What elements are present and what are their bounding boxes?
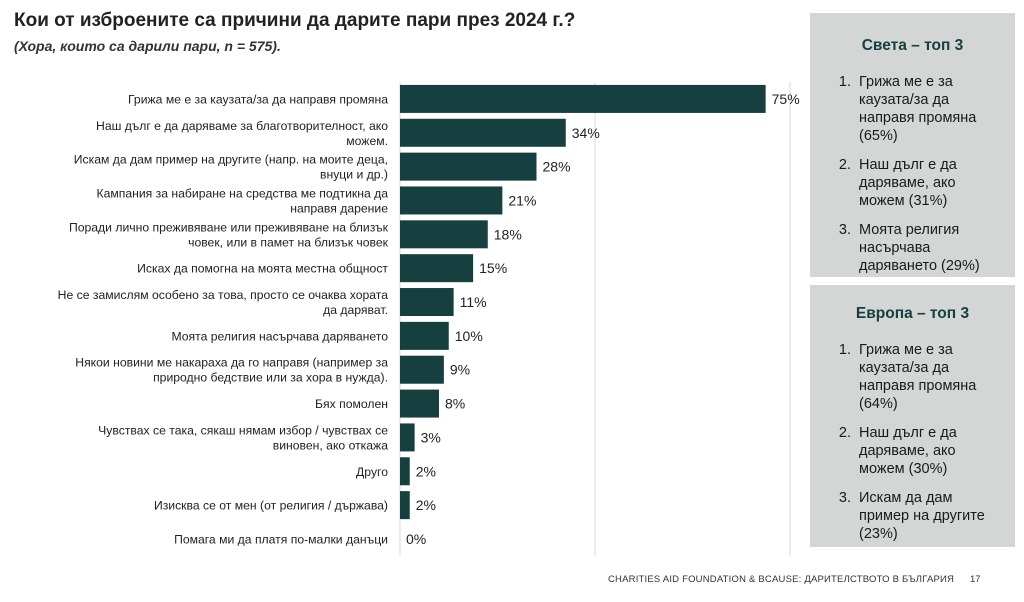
category-label-line: Поради лично преживяване или преживяване… [69, 220, 389, 234]
category-label-line: можем. [346, 134, 388, 148]
category-label: Помага ми да платя по-малки данъци [174, 532, 388, 546]
value-label: 8% [445, 396, 465, 412]
value-label: 9% [450, 362, 470, 378]
category-label-line: виновен, ако откажа [273, 438, 388, 452]
category-label-line: Друго [356, 465, 388, 479]
category-label-line: Бях помолен [315, 397, 388, 411]
page-title: Кои от изброените са причини да дарите п… [14, 10, 576, 31]
europe-top3-item: Искам да дам пример на другите (23%) [855, 489, 1003, 543]
bar [400, 389, 439, 418]
category-label-line: Исках да помогна на моята местна общност [137, 262, 388, 276]
value-label: 18% [494, 226, 522, 242]
world-top3-item: Грижа ме е за каузата/за да направя пром… [855, 73, 1003, 145]
category-label: Наш дълг е да даряваме за благотворителн… [96, 119, 388, 148]
bar-chart: 75% Грижа ме е за каузата/за да направя п… [58, 82, 800, 556]
category-label-line: Моята религия насърчава даряването [171, 329, 388, 343]
value-label: 2% [416, 497, 436, 513]
category-label: Поради лично преживяване или преживяване… [69, 220, 389, 249]
bar [400, 457, 410, 486]
value-label: 28% [543, 159, 571, 175]
value-label: 10% [455, 328, 483, 344]
category-label: Бях помолен [315, 397, 388, 411]
value-label: 34% [572, 125, 600, 141]
page-number: 17 [970, 574, 981, 585]
world-top3-panel: Света – топ 3 Грижа ме е за каузата/за д… [810, 13, 1015, 277]
bar [400, 288, 454, 317]
category-label: Грижа ме е за каузата/за да направя пром… [128, 92, 388, 106]
category-label-line: Грижа ме е за каузата/за да направя пром… [128, 92, 388, 106]
category-label-line: Наш дълг е да даряваме за благотворителн… [96, 119, 388, 133]
footer-source: CHARITIES AID FOUNDATION & BCAUSE: ДАРИТ… [608, 574, 955, 585]
category-label-line: Помага ми да платя по-малки данъци [174, 532, 388, 546]
category-label: Друго [356, 465, 388, 479]
category-label: Чувствах се така, сякаш нямам избор / чу… [98, 423, 388, 452]
bar [400, 84, 766, 113]
europe-panel-title: Европа – топ 3 [855, 305, 970, 322]
category-label-line: Не се замислям особено за това, просто с… [58, 288, 389, 302]
category-label-line: Чувствах се така, сякаш нямам избор / чу… [98, 423, 388, 437]
category-label-line: Кампания за набиране на средства ме подт… [97, 186, 389, 200]
category-label-line: природно бедствие или за хора в нужда). [153, 371, 388, 385]
world-panel-title: Света – топ 3 [861, 37, 964, 54]
world-top3-item: Моята религия насърчава даряването (29%) [855, 221, 1003, 275]
europe-top3-item: Грижа ме е за каузата/за да направя пром… [855, 341, 1003, 413]
category-label-line: човек, или в памет на близък човек [188, 235, 389, 249]
value-label: 75% [772, 91, 800, 107]
europe-top3-panel: Европа – топ 3 Грижа ме е за каузата/за … [810, 285, 1015, 547]
value-label: 21% [508, 192, 536, 208]
category-label: Не се замислям особено за това, просто с… [58, 288, 389, 317]
category-label: Исках да помогна на моята местна общност [137, 262, 388, 276]
category-label: Моята религия насърчава даряването [171, 329, 388, 343]
bar [400, 220, 488, 249]
bar [400, 118, 566, 147]
bar [400, 321, 449, 350]
category-label: Някои новини ме накараха да го направя (… [75, 356, 388, 385]
bar [400, 491, 410, 520]
world-top3-item: Наш дълг е да даряваме, ако можем (31%) [855, 156, 1003, 210]
category-label-line: направя дарение [290, 201, 388, 215]
value-label: 3% [421, 429, 441, 445]
value-label: 0% [406, 531, 426, 547]
world-top3-list: Грижа ме е за каузата/за да направя пром… [810, 73, 1015, 275]
category-label-line: да даряват. [323, 303, 388, 317]
category-label: Искам да дам пример на другите (напр. на… [74, 153, 388, 182]
value-label: 15% [479, 260, 507, 276]
bar [400, 254, 474, 283]
category-label-line: Изисква се от мен (от религия / държава) [154, 499, 388, 513]
value-label: 2% [416, 463, 436, 479]
bar [400, 355, 444, 384]
page-subtitle: (Хора, които са дарили пари, n = 575). [14, 38, 281, 54]
category-label-line: внуци и др.) [320, 168, 388, 182]
category-label-line: Някои новини ме накараха да го направя (… [75, 356, 388, 370]
europe-top3-item: Наш дълг е да даряваме, ако можем (30%) [855, 424, 1003, 478]
bar [400, 152, 537, 181]
bar [400, 186, 503, 215]
bar [400, 423, 415, 452]
category-label: Изисква се от мен (от религия / държава) [154, 499, 388, 513]
value-label: 11% [460, 294, 487, 310]
europe-top3-list: Грижа ме е за каузата/за да направя пром… [810, 341, 1015, 543]
category-label: Кампания за набиране на средства ме подт… [97, 186, 389, 215]
category-label-line: Искам да дам пример на другите (напр. на… [74, 153, 388, 167]
